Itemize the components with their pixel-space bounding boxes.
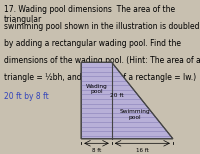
Text: swimming pool shown in the illustration is doubled: swimming pool shown in the illustration … xyxy=(4,22,200,31)
Text: by adding a rectangular wading pool. Find the: by adding a rectangular wading pool. Fin… xyxy=(4,39,181,48)
Text: dimensions of the wading pool. (Hint: The area of a: dimensions of the wading pool. (Hint: Th… xyxy=(4,56,200,65)
Text: 8 ft: 8 ft xyxy=(92,148,101,153)
Text: Swimming
pool: Swimming pool xyxy=(120,109,150,120)
Text: Wading
pool: Wading pool xyxy=(86,84,107,94)
Text: triangle = ½bh, and the area of a rectangle = lw.): triangle = ½bh, and the area of a rectan… xyxy=(4,73,196,82)
Text: 20 ft: 20 ft xyxy=(110,93,123,98)
Text: 16 ft: 16 ft xyxy=(136,148,149,153)
Text: 17. Wading pool dimensions  The area of the triangular: 17. Wading pool dimensions The area of t… xyxy=(4,5,175,24)
Polygon shape xyxy=(81,62,173,139)
Text: 20 ft by 8 ft: 20 ft by 8 ft xyxy=(4,92,49,101)
